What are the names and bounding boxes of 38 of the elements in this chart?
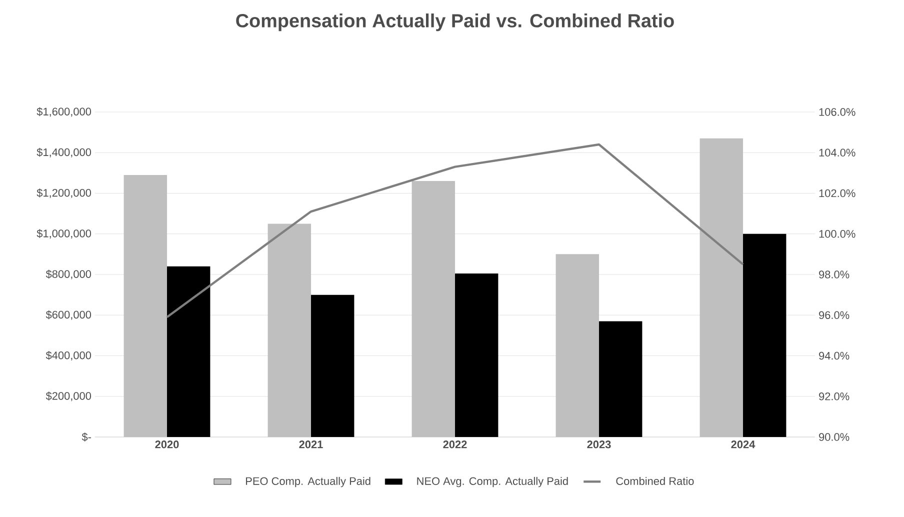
y2-tick-label: 104.0%: [819, 148, 856, 157]
y2-tick-label: 100.0%: [819, 230, 856, 238]
chart-title: Compensation Actually Paid vs. Combined Ratio: [236, 14, 674, 32]
y2-tick-label: 94.0%: [819, 352, 850, 360]
x-tick-label: 2020: [155, 440, 179, 448]
y-tick-label: $400,000: [46, 350, 92, 361]
y2-tick-label: 102.0%: [819, 189, 856, 198]
bar: [268, 224, 311, 437]
x-tick-label: 2024: [731, 440, 756, 448]
legend-label: NEO Avg. Comp. Actually Paid: [417, 476, 568, 488]
y2-tick-label: 92.0%: [819, 392, 850, 400]
bar: [412, 181, 455, 437]
y-tick-label: $-: [82, 432, 91, 442]
x-tick-label: 2022: [443, 440, 467, 448]
y-tick-label: $200,000: [46, 392, 92, 402]
y-tick-label: $1,200,000: [36, 188, 92, 198]
bar: [743, 234, 786, 437]
x-tick-label: 2023: [587, 440, 611, 448]
bar: [556, 254, 599, 437]
bar: [167, 266, 210, 437]
legend-label: Combined Ratio: [616, 476, 694, 485]
bar: [124, 174, 167, 437]
legend-label: PEO Comp. Actually Paid: [246, 476, 370, 488]
bar: [599, 321, 642, 437]
y-tick-label: $800,000: [46, 270, 92, 280]
y-tick-label: $1,000,000: [36, 229, 92, 239]
y-tick-label: $1,400,000: [36, 148, 92, 158]
x-tick-label: 2021: [299, 440, 323, 448]
y2-tick-label: 90.0%: [819, 433, 850, 441]
bar: [700, 138, 744, 437]
y2-tick-label: 96.0%: [819, 311, 850, 320]
bar: [311, 294, 354, 437]
y2-tick-label: 98.0%: [819, 270, 850, 278]
bar: [455, 273, 498, 437]
y-tick-label: $1,600,000: [36, 107, 92, 117]
line-series: [166, 143, 744, 318]
y2-tick-label: 106.0%: [819, 108, 856, 116]
y-tick-label: $600,000: [46, 310, 92, 320]
